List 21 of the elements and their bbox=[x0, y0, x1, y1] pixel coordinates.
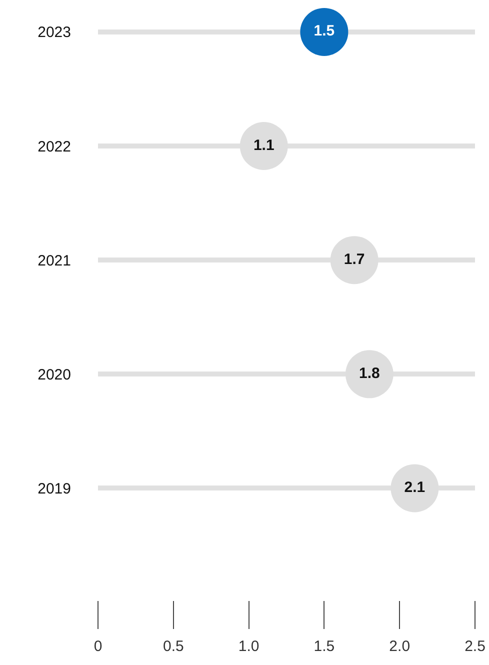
y-tick-label: 2021 bbox=[38, 252, 71, 270]
data-label: 1.5 bbox=[314, 22, 335, 40]
point bbox=[330, 236, 378, 284]
y-tick-label: 2023 bbox=[38, 24, 71, 42]
x-tick-label: 2.0 bbox=[389, 638, 410, 655]
x-tick-label: 2.5 bbox=[464, 638, 486, 655]
data-label: 1.7 bbox=[344, 250, 365, 268]
y-tick-label: 2020 bbox=[38, 366, 71, 384]
point bbox=[300, 8, 348, 56]
x-tick-label: 0.5 bbox=[162, 638, 184, 655]
data-label: 1.8 bbox=[359, 364, 380, 382]
y-tick-label: 2019 bbox=[38, 480, 71, 498]
point bbox=[345, 350, 394, 398]
data-label: 2.1 bbox=[404, 478, 426, 496]
point bbox=[390, 464, 439, 512]
x-tick-label: 0 bbox=[94, 638, 102, 655]
point bbox=[240, 122, 288, 170]
y-tick-label: 2022 bbox=[38, 138, 71, 156]
x-tick-label: 1.0 bbox=[238, 638, 260, 655]
data-label: 1.1 bbox=[253, 136, 274, 154]
x-tick-label: 1.5 bbox=[314, 638, 335, 655]
